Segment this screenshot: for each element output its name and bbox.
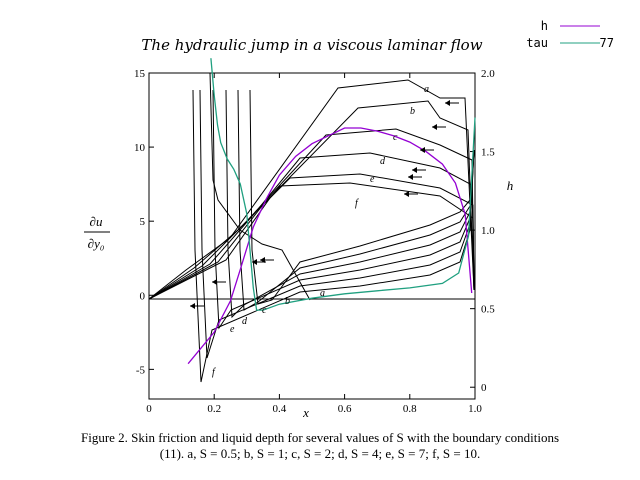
tau-curve-f: [249, 89, 475, 305]
arrow-head-9: [190, 303, 195, 309]
h-curve-c: [148, 128, 475, 300]
curve-label-lower-c: c: [262, 305, 267, 316]
curve-label-upper-e: e: [370, 174, 375, 185]
x-tick-label-2: 0.4: [273, 403, 287, 415]
arrow-head-5: [404, 191, 409, 197]
overlay-series: [187, 58, 476, 365]
y-left-tick-label-0: -5: [136, 364, 146, 376]
x-tick-label-3: 0.6: [338, 403, 352, 415]
caption-line-1: Figure 2. Skin friction and liquid depth…: [81, 430, 559, 445]
y-left-label-numerator: ∂u: [90, 214, 103, 229]
arrow-head-0: [445, 100, 450, 106]
curve-label-lower-e: e: [230, 324, 235, 335]
y-left-tick-label-3: 10: [134, 142, 146, 154]
h-curve-f: [148, 182, 475, 300]
h-curve-a: [148, 79, 475, 300]
tau-curve-d: [225, 89, 475, 319]
arrow-head-7: [252, 259, 257, 265]
y-right-tick-label-2: 1.0: [481, 225, 495, 237]
h-curve-d: [148, 152, 475, 300]
curve-label-upper-c: c: [393, 132, 398, 143]
scanned-family-curves: [148, 72, 475, 383]
legend-label-h: h: [541, 19, 548, 33]
series-line-h: [187, 127, 473, 365]
axis-ticks: 0 0.2 0.4 0.6 0.8 1.0 -5 0 5 10 15 0 0.5 1.0 1.5 2.0: [134, 68, 495, 415]
y-left-tick-label-4: 15: [134, 68, 146, 80]
curve-label-upper-f: f: [355, 198, 359, 209]
h-curve-b: [148, 100, 475, 300]
curve-label-lower-b: b: [285, 296, 290, 307]
h-curve-e: [148, 173, 475, 300]
y-left-tick-label-2: 5: [140, 216, 146, 228]
legend-value-tau: 77: [600, 36, 614, 50]
spike-curve: [209, 72, 311, 301]
y-left-axis-label: ∂u ∂y₀: [84, 214, 110, 251]
y-right-axis-label: h: [507, 178, 514, 193]
arrow-head-1: [432, 124, 437, 130]
direction-arrows: [190, 100, 459, 309]
y-left-label-denominator: ∂y₀: [88, 236, 105, 251]
curve-label-upper-a: a: [424, 84, 429, 95]
series-line-tau: [210, 58, 476, 311]
curve-label-upper-b: b: [410, 106, 415, 117]
arrow-head-8: [212, 279, 217, 285]
x-axis-label: x: [302, 405, 309, 420]
chart-title: The hydraulic jump in a viscous laminar …: [141, 36, 482, 54]
arrow-head-3: [412, 167, 417, 173]
y-left-tick-label-1: 0: [140, 290, 146, 302]
arrow-head-2: [420, 147, 425, 153]
curve-label-lower-d: d: [242, 316, 248, 327]
y-right-tick-label-4: 2.0: [481, 68, 495, 80]
legend-label-tau: tau: [526, 36, 548, 50]
y-right-tick-label-3: 1.5: [481, 147, 495, 159]
legend: h tau 77: [526, 19, 614, 50]
curve-label-lower-a: a: [320, 288, 325, 299]
plot-frame: [148, 72, 476, 400]
tau-curve-b: [199, 89, 475, 359]
y-right-tick-label-0: 0: [481, 382, 487, 394]
curve-label-lower-f: f: [212, 367, 216, 378]
x-tick-label-0: 0: [146, 403, 152, 415]
arrow-head-4: [408, 174, 413, 180]
tau-curve-c: [212, 89, 475, 330]
x-tick-label-4: 0.8: [403, 403, 417, 415]
x-tick-label-5: 1.0: [468, 403, 482, 415]
x-tick-label-1: 0.2: [207, 403, 221, 415]
tau-curve-a: [192, 89, 475, 383]
curve-label-upper-d: d: [380, 156, 386, 167]
y-right-tick-label-1: 0.5: [481, 304, 495, 316]
caption-line-2: (11). a, S = 0.5; b, S = 1; c, S = 2; d,…: [160, 446, 481, 461]
